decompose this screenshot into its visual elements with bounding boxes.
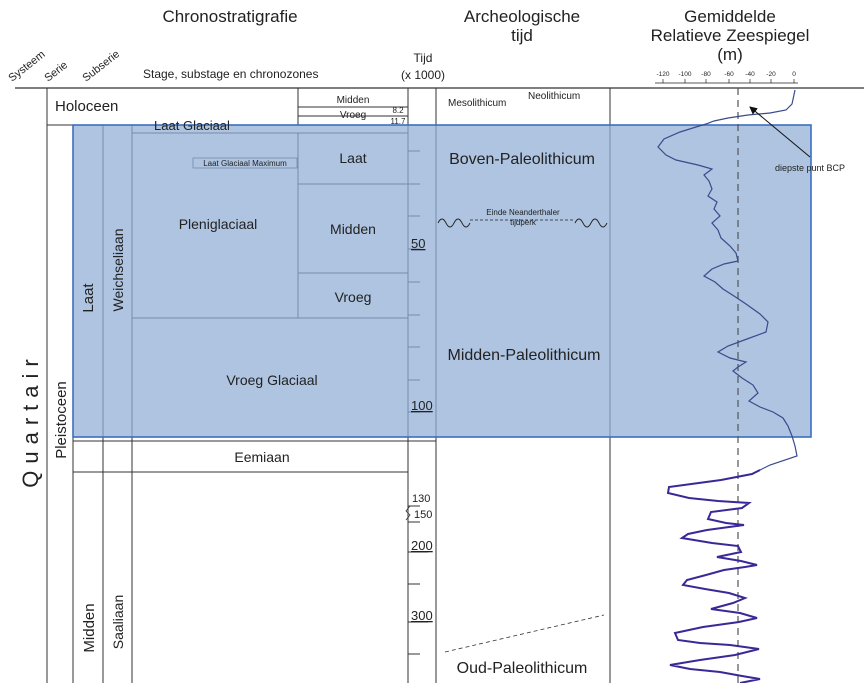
- sea-level-curve-lower: [666, 469, 761, 683]
- sea-tick-label: 0: [792, 71, 796, 78]
- neanderthaler-label-1: Einde Neanderthaler: [486, 208, 560, 217]
- sea-tick-label: -100: [678, 71, 691, 78]
- pleni-midden-label: Midden: [330, 221, 376, 237]
- header-x1000: (x 1000): [401, 68, 445, 82]
- header-chronostratigrafie: Chronostratigrafie: [162, 7, 297, 26]
- pleni-laat-label: Laat: [339, 150, 366, 166]
- header-unit-m: (m): [717, 45, 742, 64]
- sea-tick-label: -20: [766, 71, 776, 78]
- header-tijd: Tijd: [414, 51, 433, 65]
- time-label-50: 50: [411, 236, 425, 251]
- sea-tick-label: -80: [701, 71, 711, 78]
- saaliaan-label: Saaliaan: [110, 595, 126, 650]
- boven-paleolithicum-label: Boven-Paleolithicum: [449, 151, 595, 168]
- quartair-label: Quartair: [18, 352, 43, 487]
- midden-serie-label: Midden: [81, 603, 98, 652]
- mesolithicum-label: Mesolithicum: [448, 98, 506, 109]
- annotation-label: diepste punt BCP: [775, 163, 845, 173]
- neanderthaler-label-2: tijdperk: [510, 218, 537, 227]
- header-serie: Serie: [42, 59, 70, 84]
- pleniglaciaal-label: Pleniglaciaal: [179, 216, 258, 232]
- holo-midden-label: Midden: [337, 95, 370, 106]
- neanderthaler-wave-left: [437, 218, 471, 228]
- holo-vroeg-label: Vroeg: [340, 110, 366, 121]
- header-archeologische: Archeologische: [464, 7, 580, 26]
- time-label-100: 100: [411, 398, 433, 413]
- time-label-11-7: 11.7: [391, 117, 407, 126]
- laat-glaciaal-label: Laat Glaciaal: [154, 118, 230, 133]
- oud-paleolithicum-label: Oud-Paleolithicum: [457, 660, 588, 677]
- vroeg-glaciaal-label: Vroeg Glaciaal: [226, 372, 317, 388]
- header-tijd-archeo: tijd: [511, 26, 533, 45]
- sea-tick-label: -40: [745, 71, 755, 78]
- time-label-200: 200: [411, 538, 433, 553]
- sea-tick-label: -120: [656, 71, 669, 78]
- header-stage: Stage, substage en chronozones: [143, 67, 318, 81]
- eemiaan-label: Eemiaan: [234, 449, 289, 465]
- header-systeem: Systeem: [6, 49, 47, 85]
- header-subserie: Subserie: [80, 48, 122, 84]
- time-label-130: 130: [412, 493, 430, 505]
- midden-paleolithicum-label: Midden-Paleolithicum: [448, 347, 601, 364]
- sea-level-axis: -120 -100 -80 -60 -40 -20 0: [655, 71, 798, 84]
- pleistoceen-label: Pleistoceen: [53, 381, 70, 459]
- time-break-squiggle: [405, 505, 411, 521]
- pleni-vroeg-label: Vroeg: [335, 289, 372, 305]
- holoceen-label: Holoceen: [55, 98, 118, 115]
- laat-serie-label: Laat: [80, 283, 97, 313]
- time-label-8-2: 8.2: [392, 106, 404, 115]
- header-relatieve-zeespiegel: Relatieve Zeespiegel: [651, 26, 810, 45]
- neolithicum-label: Neolithicum: [528, 91, 580, 102]
- highlight-box: [72, 124, 812, 438]
- sea-level-curve-upper: [657, 89, 798, 471]
- header-gemiddelde: Gemiddelde: [684, 7, 776, 26]
- time-label-300: 300: [411, 608, 433, 623]
- sea-tick-label: -60: [724, 71, 734, 78]
- neanderthaler-wave-right: [574, 218, 608, 228]
- time-label-150: 150: [414, 509, 432, 521]
- annotation-arrow: [749, 106, 811, 158]
- weichseliaan-label: Weichseliaan: [110, 228, 126, 311]
- lgm-label: Laat Glaciaal Maximum: [203, 159, 287, 168]
